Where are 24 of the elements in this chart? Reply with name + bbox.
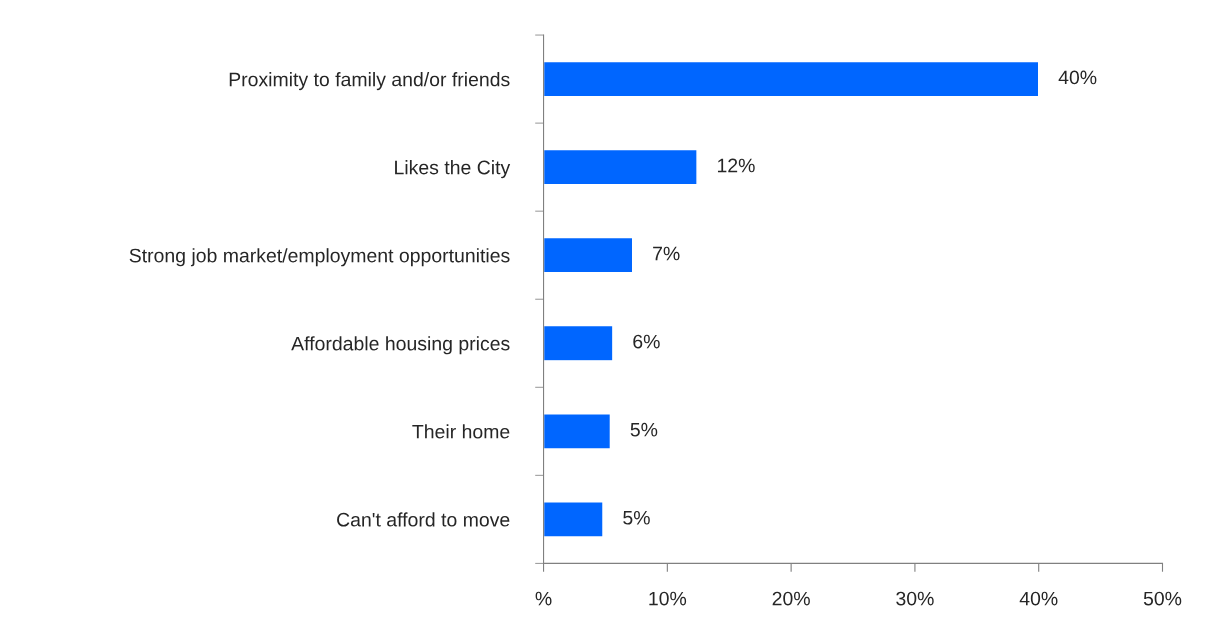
- bar: [543, 148, 698, 186]
- x-tick-label: 40%: [1019, 591, 1058, 606]
- data-label: 5%: [630, 422, 658, 437]
- y-tick-label: Affordable housing prices: [291, 336, 510, 355]
- bar: [543, 324, 614, 362]
- bar: [543, 60, 1040, 98]
- bar: [543, 236, 634, 274]
- x-tick-label: %: [535, 591, 552, 606]
- x-tick-label: 20%: [772, 591, 810, 606]
- bar: [543, 501, 604, 538]
- bar: [543, 413, 612, 450]
- y-tick-label: Likes the City: [395, 160, 511, 179]
- data-label: 12%: [717, 158, 755, 173]
- y-tick-label: Strong job market/employment opportunities: [129, 248, 510, 267]
- y-tick-label: Their home: [412, 424, 510, 439]
- x-tick-label: 10%: [649, 591, 687, 606]
- data-label: 5%: [623, 510, 650, 525]
- data-label: 7%: [653, 246, 680, 261]
- x-tick-label: 50%: [1143, 591, 1182, 606]
- data-label: 6%: [633, 334, 660, 349]
- y-tick-label: Can't afford to move: [337, 512, 510, 527]
- x-tick-label: 30%: [896, 591, 934, 606]
- y-tick-label: Proximity to family and/or friends: [229, 72, 510, 91]
- data-label: 40%: [1058, 70, 1097, 85]
